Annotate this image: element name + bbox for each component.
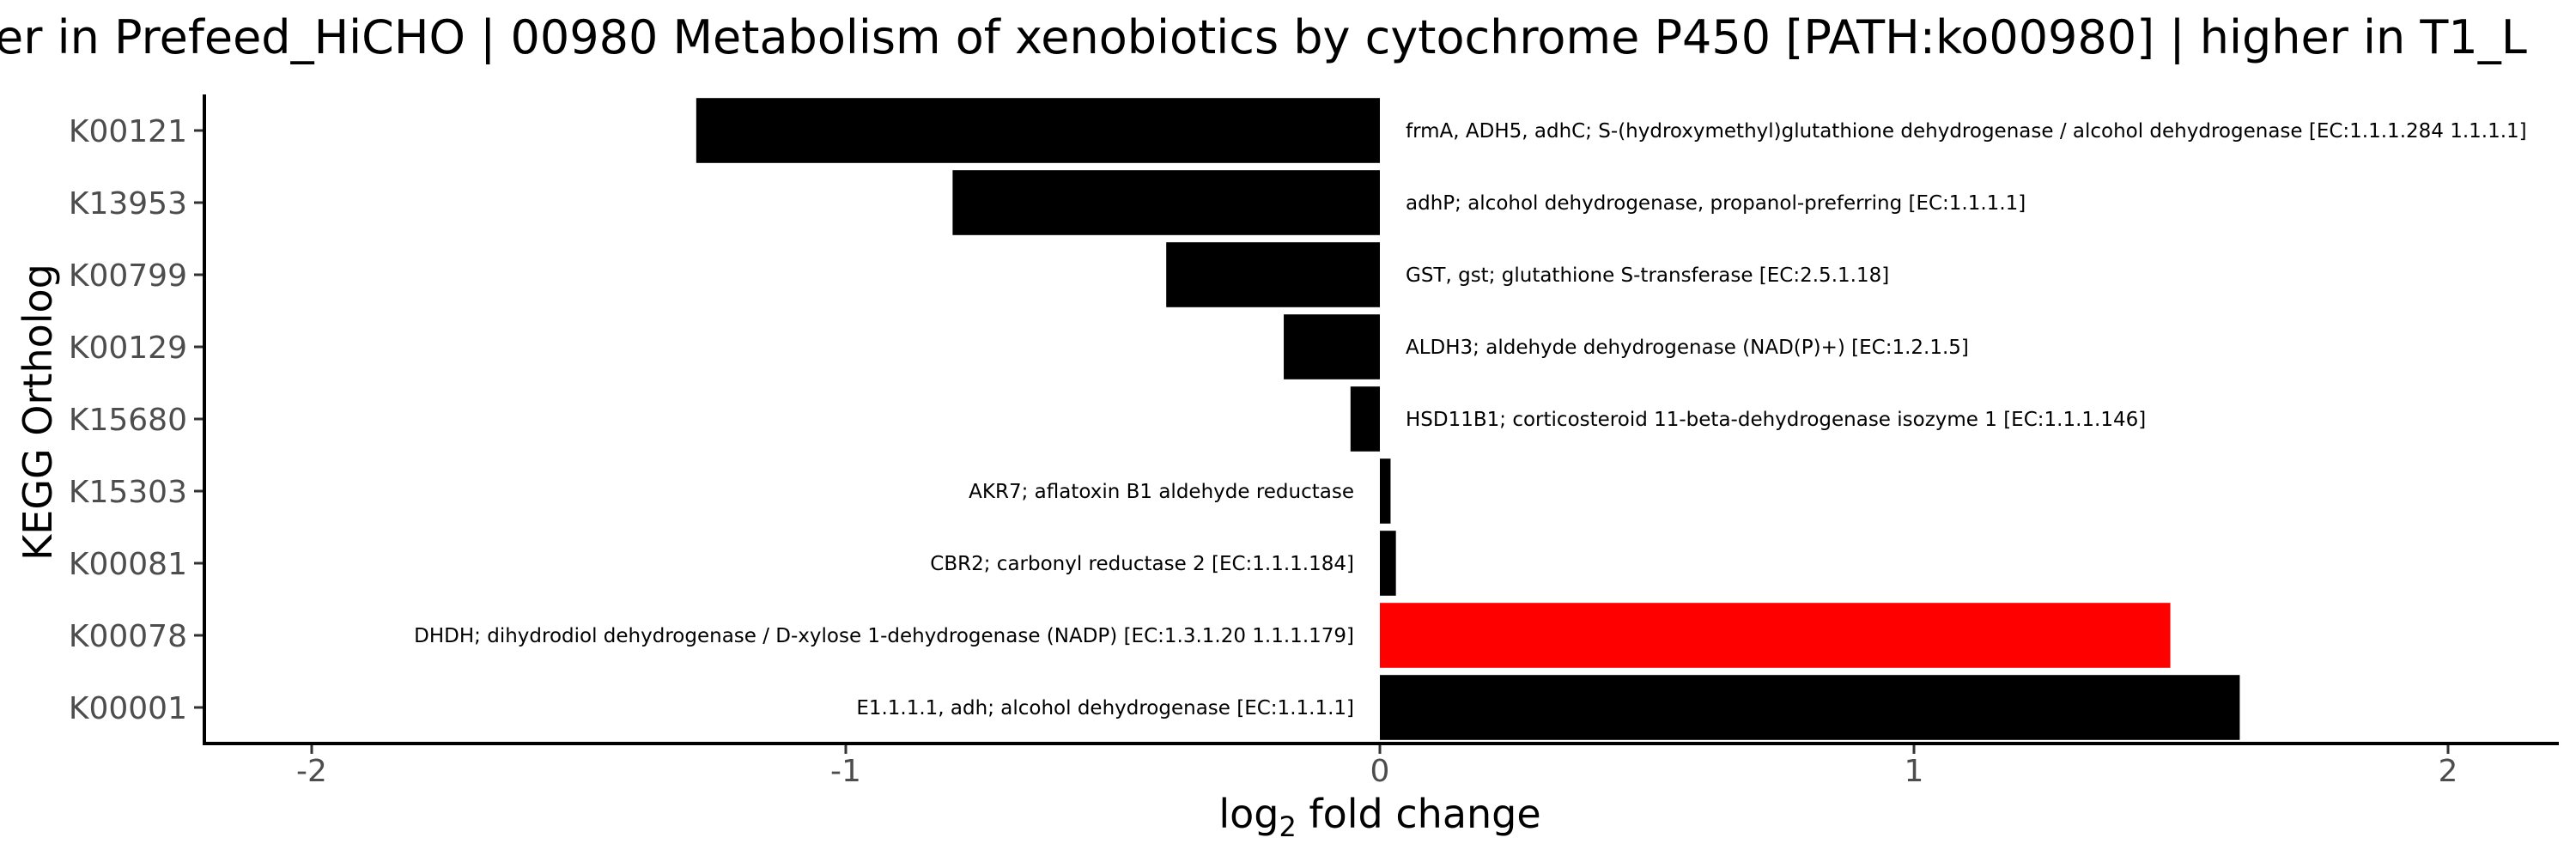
bar-K00799 xyxy=(1166,242,1380,307)
y-axis-ticks: K00121 K13953 K00799 K00129 K15680 K15303 K000… xyxy=(69,114,204,726)
chart-title: er in Prefeed_HiCHO | 00980 Metabolism o… xyxy=(0,10,2527,64)
bar-labels-layer: frmA, ADH5, adhC; S-(hydroxymethyl)gluta… xyxy=(414,120,2526,719)
y-tick-label-K00799: K00799 xyxy=(69,258,187,294)
bars-layer xyxy=(696,98,2240,740)
bar-K00121 xyxy=(696,98,1380,163)
y-axis-title: KEGG Ortholog xyxy=(15,264,61,561)
x-tick-label: 2 xyxy=(2439,754,2458,789)
bar-K00078 xyxy=(1380,603,2171,668)
bar-K13953 xyxy=(952,170,1380,235)
x-tick-label: -2 xyxy=(296,754,327,789)
x-axis-title: log2 fold change xyxy=(1218,791,1540,843)
y-tick-label-K15303: K15303 xyxy=(69,475,187,510)
bar-label-K00799: GST, gst; glutathione S-transferase [EC:… xyxy=(1406,264,1889,287)
y-tick-label-K00121: K00121 xyxy=(69,114,187,149)
bar-label-K00121: frmA, ADH5, adhC; S-(hydroxymethyl)gluta… xyxy=(1406,120,2527,143)
bar-label-K15680: HSD11B1; corticosteroid 11-beta-dehydrog… xyxy=(1406,409,2146,431)
y-tick-label-K00129: K00129 xyxy=(69,331,187,366)
bar-label-K00001: E1.1.1.1, adh; alcohol dehydrogenase [EC… xyxy=(856,697,1354,719)
bar-label-K15303: AKR7; aflatoxin B1 aldehyde reductase xyxy=(969,481,1354,503)
bar-K00081 xyxy=(1380,531,1396,596)
y-tick-label-K15680: K15680 xyxy=(69,403,187,438)
bar-K15303 xyxy=(1380,458,1391,524)
bar-label-K00129: ALDH3; aldehyde dehydrogenase (NAD(P)+) … xyxy=(1406,337,1969,359)
bar-label-K13953: adhP; alcohol dehydrogenase, propanol-pr… xyxy=(1406,192,2026,215)
x-tick-label: 0 xyxy=(1370,754,1390,789)
bar-label-K00078: DHDH; dihydrodiol dehydrogenase / D-xylo… xyxy=(414,625,1354,647)
x-axis-ticks: -2 -1 0 1 2 xyxy=(296,744,2458,789)
bar-K00129 xyxy=(1284,314,1380,379)
y-tick-label-K00001: K00001 xyxy=(69,691,187,726)
bar-K15680 xyxy=(1350,386,1380,452)
y-tick-label-K00078: K00078 xyxy=(69,619,187,654)
y-tick-label-K13953: K13953 xyxy=(69,186,187,222)
x-tick-label: -1 xyxy=(830,754,861,789)
y-tick-label-K00081: K00081 xyxy=(69,547,187,582)
x-tick-label: 1 xyxy=(1905,754,1924,789)
bar-K00001 xyxy=(1380,675,2240,740)
bar-label-K00081: CBR2; carbonyl reductase 2 [EC:1.1.1.184… xyxy=(930,553,1354,575)
